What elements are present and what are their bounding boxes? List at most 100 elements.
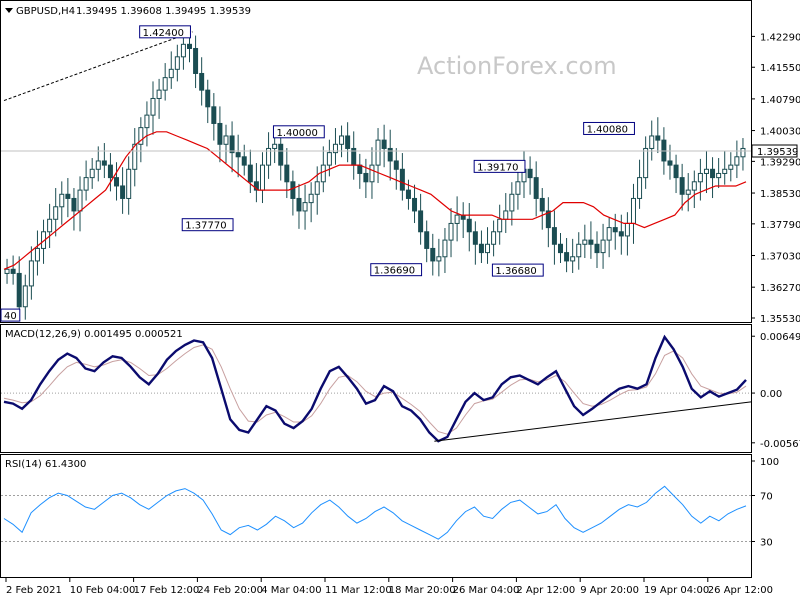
time-tick-label: 2 Feb 2021	[6, 585, 62, 596]
annotation-label: 1.40000	[276, 128, 317, 139]
candle-body	[576, 243, 582, 258]
candle-body	[199, 72, 205, 91]
candle-body	[53, 206, 59, 220]
candle-body	[332, 143, 338, 154]
candle-body	[497, 218, 503, 233]
candle-body	[193, 47, 199, 74]
candle-body	[4, 268, 10, 274]
macd-signal-line	[3, 344, 747, 435]
macd-tick-label: 0.00	[760, 389, 782, 400]
candle-body	[247, 164, 253, 183]
candle-body	[314, 181, 320, 195]
candle-body	[624, 222, 630, 237]
macd-tick-label: 0.00649	[760, 332, 800, 343]
annotation-box	[583, 121, 635, 135]
time-tick-label: 9 Apr 20:00	[580, 585, 639, 596]
macd-trendline	[434, 401, 752, 442]
annotation-label: 1.42400	[143, 28, 184, 39]
candle-body	[10, 268, 16, 274]
candle-body	[667, 160, 673, 166]
candle-body	[217, 122, 223, 145]
candle-body	[442, 239, 448, 258]
price-annotation: 1.40080	[583, 121, 635, 135]
time-tick-label: 4 Mar 04:00	[261, 585, 321, 596]
svg-text:1.39539: 1.39539	[757, 147, 798, 158]
candle-body	[59, 193, 65, 208]
candle-body	[393, 160, 399, 170]
candle-body	[655, 135, 661, 141]
candle-body	[266, 147, 272, 166]
candles	[4, 25, 746, 320]
candle-body	[424, 231, 430, 249]
candle-body	[716, 172, 722, 179]
candle-body	[22, 285, 28, 308]
candle-body	[375, 139, 381, 166]
rsi-tick-label: 30	[760, 538, 773, 549]
candle-body	[326, 152, 332, 166]
candle-body	[594, 243, 600, 254]
candle-body	[156, 89, 162, 99]
candle-body	[162, 77, 168, 91]
annotation-box	[181, 218, 234, 232]
candle-body	[180, 43, 186, 58]
time-tick-label: 26 Mar 04:00	[453, 585, 520, 596]
candle-body	[564, 252, 570, 262]
price-tick-label: 1.42290	[760, 32, 800, 43]
dropdown-triangle-icon[interactable]	[5, 8, 13, 13]
symbol-label: GBPUSD,H4	[16, 6, 75, 17]
price-tick-label: 1.39290	[760, 157, 800, 168]
candle-body	[685, 189, 691, 195]
candle-body	[412, 197, 418, 212]
price-tick-label: 1.35530	[760, 314, 800, 325]
candle-body	[235, 152, 241, 158]
time-tick-label: 19 Apr 04:00	[644, 585, 709, 596]
candle-body	[600, 239, 606, 254]
candle-body	[296, 197, 302, 212]
price-axis: 1.42290 1.41550 1.40790 1.40030 1.39290 1.385…	[751, 32, 800, 325]
macd-panel	[0, 324, 752, 453]
candle-body	[369, 164, 375, 183]
candle-body	[649, 135, 655, 149]
candle-body	[643, 147, 649, 179]
candle-body	[673, 164, 679, 179]
candle-body	[253, 181, 259, 191]
rsi-panel	[0, 454, 752, 578]
time-tick-label: 10 Feb 04:00	[70, 585, 136, 596]
current-price-badge: 1.39539	[751, 144, 798, 158]
candle-body	[679, 177, 685, 195]
annotation-box	[473, 159, 526, 173]
candle-body	[114, 177, 120, 187]
macd-tick-label: -0.005679	[760, 439, 800, 450]
annotation-label: 1.40080	[587, 124, 628, 135]
candle-body	[606, 227, 612, 241]
macd-axis: 0.00649 0.00 -0.005679	[751, 332, 800, 450]
candle-body	[357, 164, 363, 174]
price-tick-label: 1.38530	[760, 189, 800, 200]
candle-body	[503, 210, 509, 220]
price-annotation: 40	[0, 308, 21, 322]
candle-body	[363, 172, 369, 183]
candle-body	[34, 247, 40, 262]
candle-body	[448, 222, 454, 241]
ohlc-label: 1.39495 1.39608 1.39495 1.39539	[76, 6, 251, 17]
candle-body	[387, 147, 393, 162]
price-tick-label: 1.40790	[760, 95, 800, 106]
candle-body	[28, 260, 34, 287]
candle-body	[71, 197, 77, 212]
candle-body	[174, 56, 180, 70]
rsi-tick-label: 70	[760, 492, 773, 503]
candle-body	[588, 239, 594, 245]
candle-body	[229, 135, 235, 154]
chart-header: GBPUSD,H4 1.39495 1.39608 1.39495 1.3953…	[5, 6, 251, 17]
candle-body	[454, 214, 460, 224]
price-annotation: 1.40000	[272, 125, 325, 139]
candle-body	[144, 114, 150, 129]
time-tick-label: 24 Feb 20:00	[197, 585, 263, 596]
annotation-box	[0, 308, 21, 322]
candle-body	[399, 168, 405, 191]
candle-body	[728, 164, 734, 170]
candle-body	[697, 172, 703, 183]
macd-label: MACD(12,26,9) 0.001495 0.000521	[5, 329, 183, 340]
candle-body	[278, 143, 284, 166]
candle-body	[691, 181, 697, 191]
